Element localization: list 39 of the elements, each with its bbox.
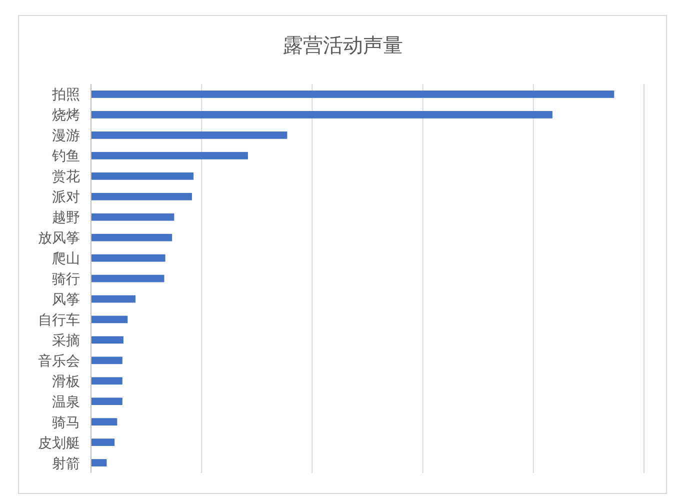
y-tick-label: 赏花 bbox=[52, 168, 80, 184]
bar bbox=[91, 90, 614, 98]
bar bbox=[91, 459, 107, 466]
bar bbox=[91, 356, 122, 364]
bar bbox=[91, 152, 248, 160]
y-tick-label: 拍照 bbox=[51, 86, 80, 102]
bar bbox=[91, 418, 118, 426]
bar bbox=[91, 377, 122, 385]
y-tick-label: 钓鱼 bbox=[51, 148, 80, 164]
bar bbox=[91, 111, 552, 118]
bar bbox=[91, 295, 136, 303]
y-tick-label: 风筝 bbox=[52, 290, 80, 307]
y-tick-label: 漫游 bbox=[52, 127, 80, 144]
y-tick-label: 自行车 bbox=[38, 311, 80, 328]
bar bbox=[91, 234, 172, 242]
y-tick-label: 放风筝 bbox=[38, 230, 80, 246]
y-tick-label: 烧烤 bbox=[52, 106, 80, 123]
y-tick-label: 射箭 bbox=[52, 454, 80, 471]
y-tick-label: 骑马 bbox=[52, 414, 80, 430]
y-tick-label: 越野 bbox=[52, 209, 80, 226]
bar bbox=[91, 254, 166, 262]
y-tick-label: 骑行 bbox=[52, 270, 80, 286]
bar bbox=[91, 132, 288, 139]
y-tick-label: 派对 bbox=[52, 188, 80, 205]
y-tick-label: 爬山 bbox=[52, 250, 80, 266]
bar bbox=[91, 274, 164, 282]
bar bbox=[91, 172, 194, 180]
y-tick-label: 温泉 bbox=[52, 393, 80, 410]
bar bbox=[91, 438, 115, 446]
bar bbox=[91, 398, 122, 406]
y-tick-label: 采摘 bbox=[52, 332, 80, 348]
bar bbox=[91, 192, 192, 200]
y-tick-label: 音乐会 bbox=[38, 352, 80, 368]
bar bbox=[91, 336, 124, 344]
bar bbox=[91, 316, 128, 324]
y-tick-label: 皮划艇 bbox=[38, 434, 80, 450]
chart-title: 露营活动声量 bbox=[283, 35, 403, 57]
bar bbox=[91, 213, 174, 221]
y-tick-label: 滑板 bbox=[52, 372, 80, 389]
